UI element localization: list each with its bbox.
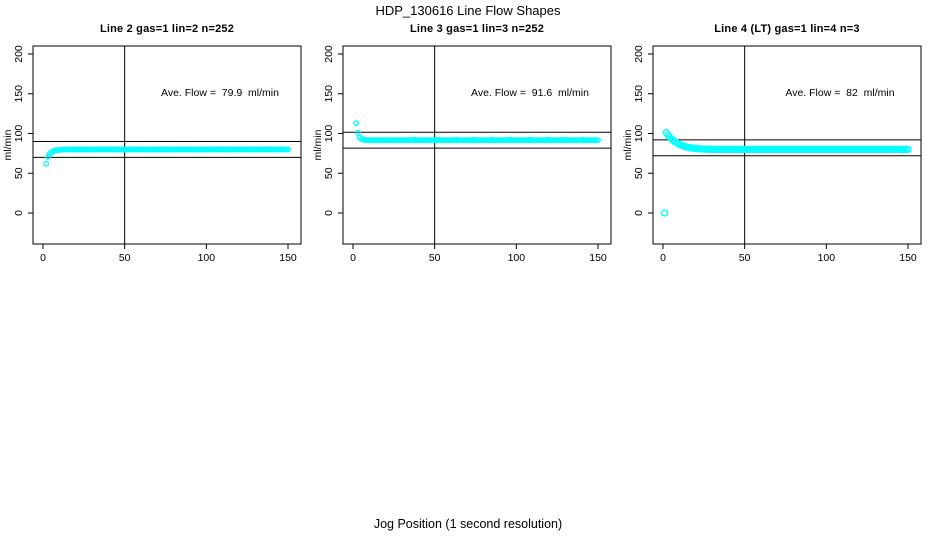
plot-box (342, 45, 612, 245)
data-point (353, 120, 360, 127)
line-4-plot-svg: 0 50 100 150 0 50 100 150 200 ml/min (622, 45, 922, 264)
x-axis-label: Jog Position (1 second resolution) (373, 517, 563, 531)
x-tick-label: 50 (429, 252, 441, 264)
panel-line-2: Line 2 gas=1 lin=2 n=252 0 50 100 150 0 50 100… (0, 0, 310, 280)
data-points-series (43, 146, 291, 167)
y-tick-label: 200 (13, 45, 25, 63)
figure-title: HDP_130616 Line Flow Shapes (375, 3, 561, 18)
panel-line-4: Line 4 (LT) gas=1 lin=4 n=3 0 50 100 150 0 50… (620, 0, 930, 280)
panel-title: Line 3 gas=1 lin=3 n=252 (409, 23, 545, 35)
line-3-plot-svg: 0 50 100 150 0 50 100 150 200 ml/min (312, 45, 612, 264)
x-tick-label: 0 (40, 252, 46, 264)
panel-title: Line 2 gas=1 lin=2 n=252 (99, 23, 235, 35)
x-tick-label: 50 (119, 252, 131, 264)
x-tick-label: 0 (350, 252, 356, 264)
y-tick-label: 50 (633, 167, 645, 179)
x-tick-label: 150 (279, 252, 297, 264)
y-tick-label: 150 (323, 85, 335, 103)
data-point (904, 145, 912, 154)
data-point (43, 160, 50, 167)
data-point (660, 209, 669, 217)
y-tick-label: 0 (323, 210, 335, 216)
y-tick-label: 0 (13, 210, 25, 216)
data-points-series (353, 120, 601, 144)
y-tick-label: 100 (633, 125, 645, 143)
y-tick-label: 0 (633, 210, 645, 216)
y-axis-label: ml/min (2, 129, 14, 160)
x-tick-label: 100 (508, 252, 526, 264)
x-tick-label: 100 (198, 252, 216, 264)
y-tick-label: 100 (323, 125, 335, 143)
plot-box (652, 45, 922, 245)
y-axis-label: ml/min (622, 129, 634, 160)
y-tick-label: 50 (323, 167, 335, 179)
x-tick-label: 150 (899, 252, 917, 264)
ave-flow-annotation: Ave. Flow = 79.9 ml/min (161, 87, 279, 99)
x-tick-label: 150 (589, 252, 607, 264)
x-tick-label: 50 (739, 252, 751, 264)
data-points-series (660, 129, 912, 217)
data-point (354, 129, 361, 136)
y-axis-label: ml/min (312, 129, 324, 160)
x-tick-label: 100 (818, 252, 836, 264)
y-tick-label: 50 (13, 167, 25, 179)
y-tick-label: 150 (633, 85, 645, 103)
plot-box (32, 45, 302, 245)
line-2-plot-svg: 0 50 100 150 0 50 100 150 200 ml/min (2, 45, 302, 264)
x-tick-label: 0 (660, 252, 666, 264)
data-point (285, 146, 291, 153)
panel-title: Line 4 (LT) gas=1 lin=4 n=3 (714, 23, 860, 35)
panel-line-3: Line 3 gas=1 lin=3 n=252 0 50 100 150 0 50 100… (310, 0, 620, 280)
ave-flow-annotation: Ave. Flow = 91.6 ml/min (471, 87, 589, 99)
ave-flow-annotation: Ave. Flow = 82 ml/min (785, 87, 895, 99)
y-tick-label: 150 (13, 85, 25, 103)
y-tick-label: 200 (323, 45, 335, 63)
y-tick-label: 200 (633, 45, 645, 63)
data-point (595, 137, 601, 144)
y-tick-label: 100 (13, 125, 25, 143)
